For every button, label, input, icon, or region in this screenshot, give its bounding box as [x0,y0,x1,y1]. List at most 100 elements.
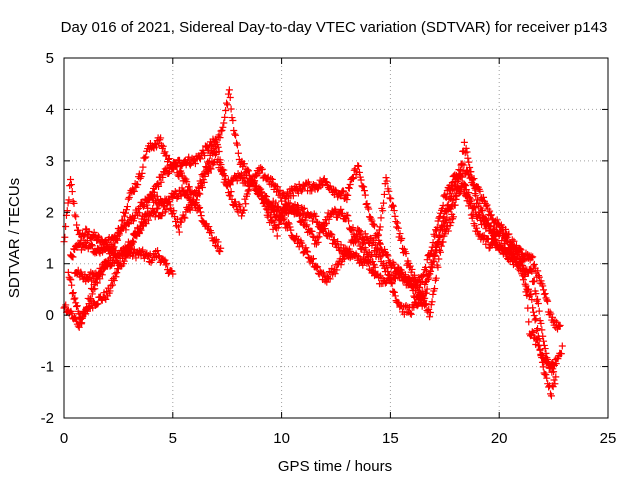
data-point [551,380,559,388]
data-point [323,179,331,187]
series-track-f [262,138,558,376]
data-point [339,210,347,218]
data-point [364,203,372,211]
data-point [82,310,90,318]
data-point [539,363,547,371]
data-point [534,299,542,307]
data-point [530,312,538,320]
data-point [355,227,363,235]
data-point [300,204,308,212]
data-point [523,291,531,299]
data-point [420,295,428,303]
data-point [528,328,536,336]
data-point [213,243,221,251]
data-point [425,305,433,313]
data-point [408,265,416,273]
data-point [64,268,72,276]
data-point [244,187,252,195]
data-point [303,221,311,229]
data-point [196,204,204,212]
data-point [326,182,334,190]
data-point [520,267,528,275]
data-point [295,212,303,220]
data-point [196,208,204,216]
data-point [299,205,307,213]
data-point [552,373,560,381]
data-point [212,149,220,157]
data-point [349,224,357,232]
data-point [317,182,325,190]
data-point [337,205,345,213]
data-point [137,173,145,181]
data-point [83,305,91,313]
data-point [457,161,465,169]
data-point [366,213,374,221]
data-point [320,175,328,183]
data-point [322,220,330,228]
data-point [112,273,120,281]
data-point [207,165,215,173]
data-point [221,113,229,121]
data-point [540,337,548,345]
data-point [391,292,399,300]
data-point [543,296,551,304]
data-point [275,220,283,228]
data-point [360,183,368,191]
data-point [285,220,293,228]
data-point [218,165,226,173]
data-point [169,270,177,278]
data-point [164,155,172,163]
data-point [88,242,96,250]
data-point [71,294,79,302]
data-point [358,182,366,190]
data-point [426,313,434,321]
data-point [118,217,126,225]
data-point [416,283,424,291]
data-point [423,256,431,264]
data-point [391,268,399,276]
data-point [267,174,275,182]
data-point [216,159,224,167]
data-point [277,216,285,224]
data-point [385,271,393,279]
data-point [398,235,406,243]
data-point [483,201,491,209]
x-tick-label: 25 [600,430,617,447]
data-point [452,195,460,203]
data-point [314,238,322,246]
data-point [396,230,404,238]
data-point [124,195,132,203]
data-point [114,259,122,267]
data-point [242,200,250,208]
data-point [368,251,376,259]
data-point [527,290,535,298]
data-point [286,199,294,207]
data-point [280,205,288,213]
data-point [73,269,81,277]
data-point [334,238,342,246]
data-point [122,206,130,214]
data-point [537,319,545,327]
data-point [141,154,149,162]
data-point [363,233,371,241]
x-tick-label: 0 [60,430,68,447]
data-point [65,196,73,204]
data-point [349,174,357,182]
data-point [107,282,115,290]
data-point [525,318,533,326]
data-point [387,195,395,203]
data-point [346,181,354,189]
data-point [547,310,555,318]
data-point [64,199,72,207]
data-point [213,140,221,148]
data-point [449,196,457,204]
data-point [157,178,165,186]
data-point [185,183,193,191]
data-point [389,202,397,210]
data-point [382,174,390,182]
data-point [314,263,322,271]
data-point [227,105,235,113]
data-point [153,205,161,213]
data-point [439,238,447,246]
